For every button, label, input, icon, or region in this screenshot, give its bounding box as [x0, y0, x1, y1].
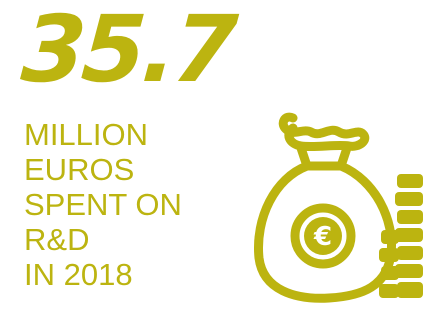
caption-line: MILLION	[24, 117, 149, 152]
caption-line: SPENT ON	[24, 187, 182, 222]
headline-value: 35.7	[18, 0, 237, 103]
caption-line: IN 2018	[24, 257, 133, 292]
caption: MILLION EUROS SPENT ON R&D IN 2018	[24, 117, 182, 292]
euro-symbol: €	[313, 222, 332, 252]
money-bag-with-coins-icon: €	[253, 112, 423, 303]
caption-line: EUROS	[24, 152, 135, 187]
caption-line: R&D	[24, 222, 90, 257]
